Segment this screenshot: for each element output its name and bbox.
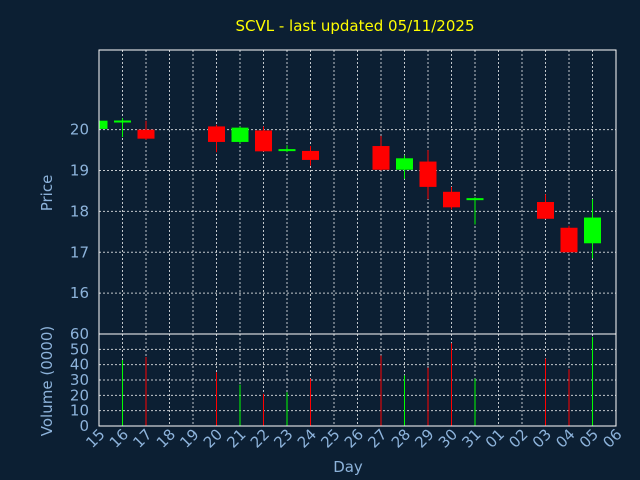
- candle-body: [443, 191, 460, 208]
- x-axis-label: Day: [333, 458, 363, 476]
- candle-body: [537, 202, 554, 219]
- x-tick-label: 29: [411, 425, 437, 451]
- candle-body: [231, 127, 249, 142]
- volume-tick-label: 20: [70, 386, 89, 404]
- x-tick-label: 20: [200, 425, 226, 451]
- chart-title: SCVL - last updated 05/11/2025: [236, 17, 475, 35]
- x-tick-label: 22: [247, 425, 273, 451]
- x-tick-label: 01: [482, 425, 508, 451]
- axis-labels: 1516171819202122232425262728293031010203…: [70, 121, 626, 452]
- volume-tick-label: 40: [70, 356, 89, 374]
- candle-body: [255, 130, 272, 152]
- volume-tick-label: 0: [79, 417, 89, 435]
- candle-body: [584, 217, 601, 244]
- candle-body: [99, 120, 108, 129]
- x-tick-label: 06: [599, 425, 625, 451]
- x-tick-label: 18: [153, 425, 179, 451]
- candle-body: [419, 161, 437, 187]
- candle-body: [137, 129, 155, 139]
- volume-tick-label: 30: [70, 371, 89, 389]
- x-tick-label: 31: [458, 425, 484, 451]
- x-tick-label: 26: [341, 425, 367, 451]
- price-tick-label: 16: [70, 284, 89, 302]
- x-tick-label: 17: [129, 425, 155, 451]
- volume-axis-label: Volume (0000): [38, 326, 56, 436]
- volume-panel-frame: [98, 333, 617, 427]
- x-tick-label: 05: [576, 425, 602, 451]
- x-tick-label: 30: [435, 425, 461, 451]
- x-tick-label: 19: [176, 425, 202, 451]
- x-tick-label: 28: [388, 425, 414, 451]
- panel-frames: [98, 49, 617, 427]
- price-tick-label: 19: [70, 162, 89, 180]
- candle-body: [278, 149, 296, 152]
- x-tick-label: 24: [294, 425, 320, 451]
- volume-tick-label: 60: [70, 325, 89, 343]
- x-tick-label: 02: [505, 425, 531, 451]
- price-axis-label: Price: [38, 175, 56, 212]
- chart-marks: [98, 118, 601, 426]
- candle-body: [466, 198, 484, 201]
- candle-body: [114, 120, 131, 123]
- x-tick-label: 16: [106, 425, 132, 451]
- volume-tick-label: 10: [70, 402, 89, 420]
- candle-body: [302, 150, 319, 160]
- candle-body: [560, 227, 578, 253]
- x-tick-label: 03: [529, 425, 555, 451]
- candle-body: [208, 126, 225, 142]
- price-tick-label: 17: [70, 243, 89, 261]
- candle-body: [372, 146, 390, 170]
- x-tick-label: 25: [317, 425, 343, 451]
- volume-tick-label: 50: [70, 340, 89, 358]
- x-tick-label: 04: [552, 425, 578, 451]
- price-tick-label: 20: [70, 121, 89, 139]
- price-tick-label: 18: [70, 202, 89, 220]
- x-tick-label: 21: [223, 425, 249, 451]
- candle-body: [396, 158, 413, 170]
- grid-lines: [99, 50, 616, 426]
- x-tick-label: 23: [270, 425, 296, 451]
- x-tick-label: 27: [364, 425, 390, 451]
